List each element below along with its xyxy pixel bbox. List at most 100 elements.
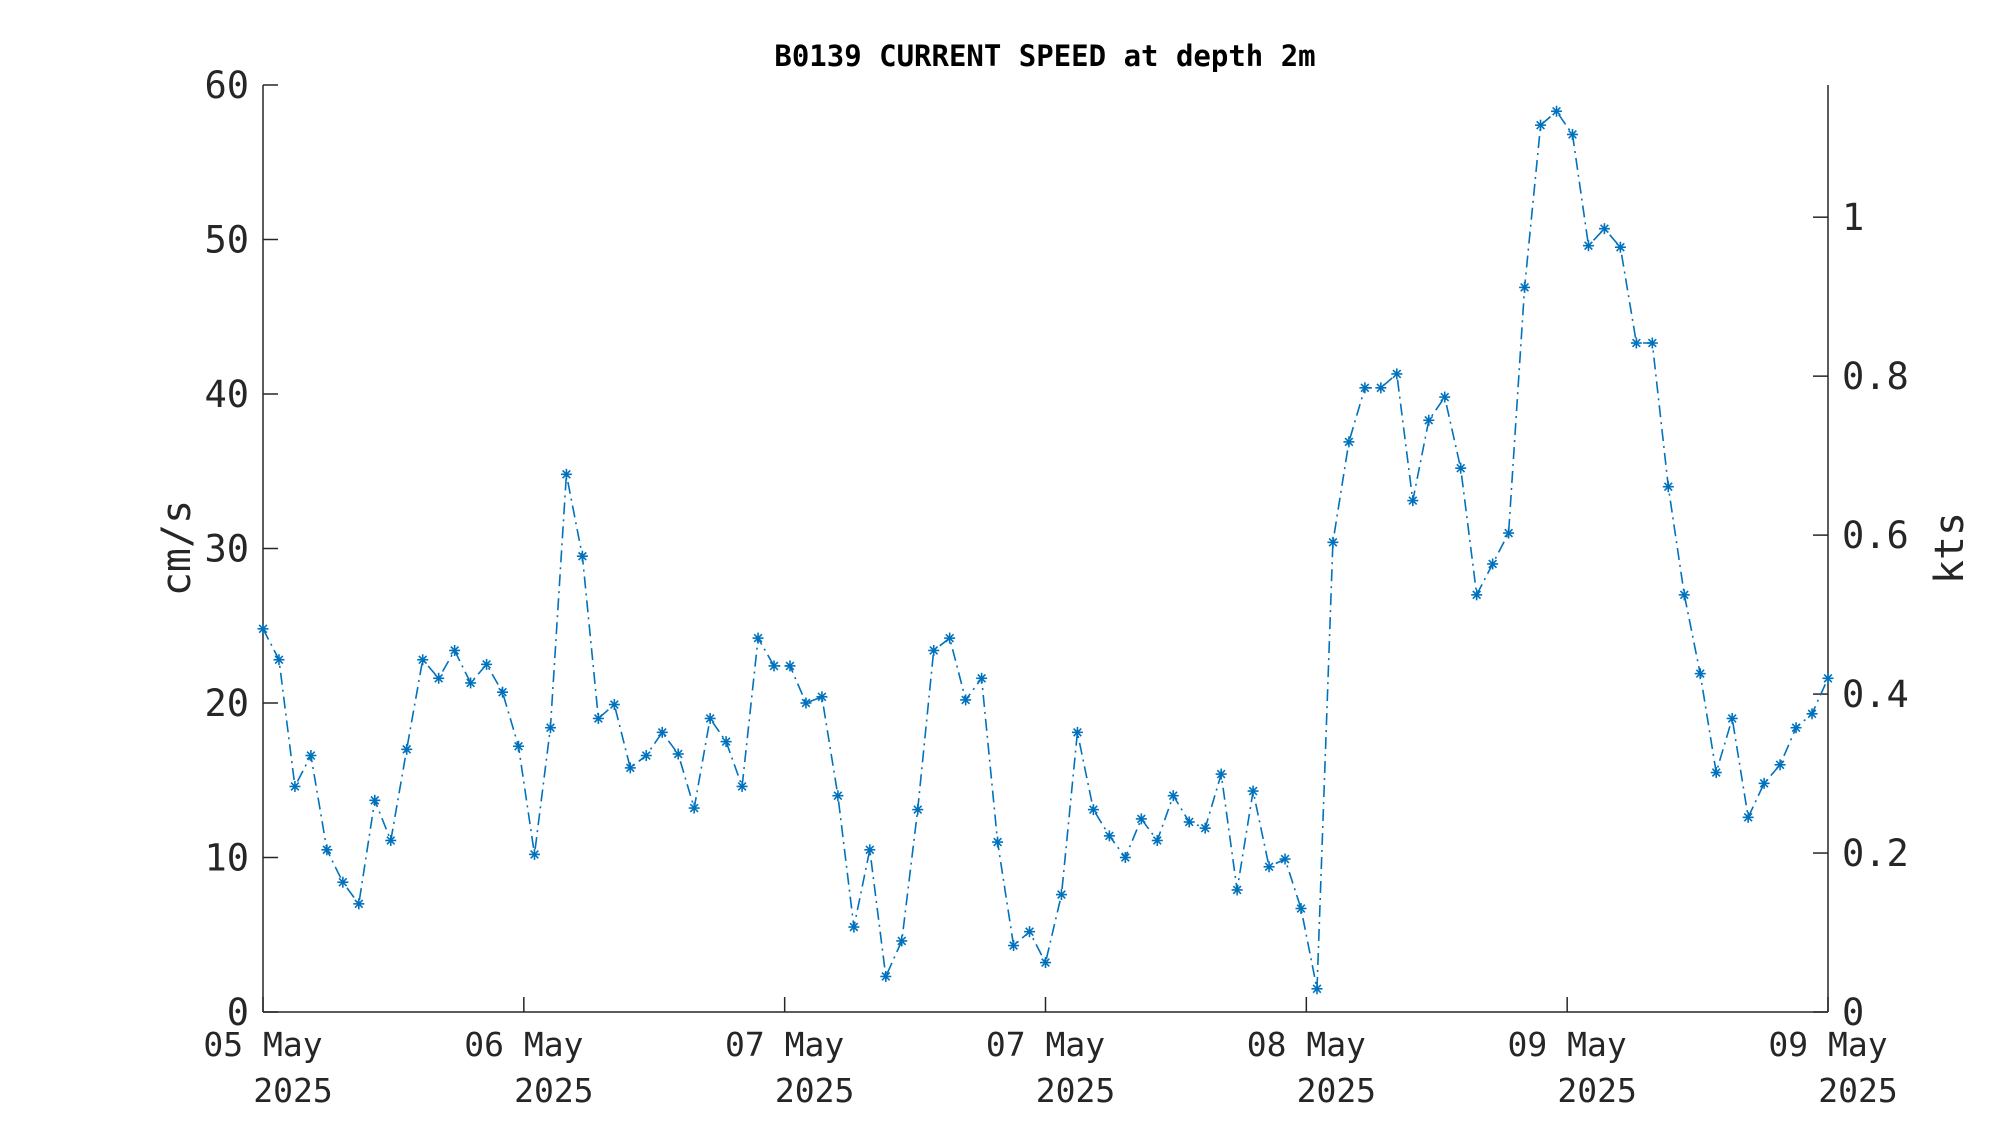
data-point bbox=[544, 722, 556, 734]
data-point bbox=[640, 750, 652, 762]
x-tick-day-label: 09 May bbox=[1768, 1025, 1887, 1064]
data-point bbox=[912, 804, 924, 816]
data-point bbox=[433, 672, 445, 684]
data-point bbox=[1742, 811, 1754, 823]
right-tick-label: 1 bbox=[1842, 196, 1864, 239]
data-point bbox=[385, 835, 397, 847]
data-point bbox=[1295, 902, 1307, 914]
x-tick-year-label: 2025 bbox=[1297, 1071, 1376, 1110]
right-y-ticks: 0 0.2 0.4 0.6 0.8 1 bbox=[1813, 196, 1909, 1034]
data-point bbox=[1455, 462, 1467, 474]
data-point bbox=[896, 935, 908, 947]
data-point bbox=[1087, 804, 1099, 816]
data-point bbox=[768, 660, 780, 672]
data-point bbox=[560, 468, 572, 480]
data-point bbox=[1519, 281, 1531, 293]
data-point bbox=[289, 780, 301, 792]
data-point bbox=[1726, 712, 1738, 724]
data-point bbox=[608, 699, 620, 711]
data-point bbox=[257, 623, 269, 635]
data-point bbox=[656, 726, 668, 738]
data-point bbox=[1503, 527, 1515, 539]
data-point bbox=[1439, 391, 1451, 403]
data-point bbox=[1279, 853, 1291, 865]
data-point bbox=[976, 672, 988, 684]
data-point bbox=[1758, 777, 1770, 789]
left-tick-label: 60 bbox=[204, 64, 249, 107]
x-tick-year-label: 2025 bbox=[1557, 1071, 1636, 1110]
data-point bbox=[481, 658, 493, 670]
data-point bbox=[1535, 119, 1547, 131]
x-tick-year-label: 2025 bbox=[1036, 1071, 1115, 1110]
data-point bbox=[1551, 105, 1563, 117]
data-point bbox=[1008, 940, 1020, 952]
data-point bbox=[928, 644, 940, 656]
data-point bbox=[1391, 368, 1403, 380]
right-tick-label: 0.6 bbox=[1842, 514, 1909, 557]
data-point bbox=[816, 691, 828, 703]
data-point bbox=[305, 750, 317, 762]
x-tick-day-label: 09 May bbox=[1508, 1025, 1627, 1064]
data-point bbox=[337, 876, 349, 888]
data-point bbox=[1263, 861, 1275, 873]
x-tick-day-label: 06 May bbox=[464, 1025, 583, 1064]
data-point bbox=[672, 748, 684, 760]
x-tick-year-label: 2025 bbox=[253, 1071, 332, 1110]
data-point bbox=[1710, 767, 1722, 779]
data-point bbox=[449, 644, 461, 656]
data-point bbox=[960, 694, 972, 706]
chart-title: B0139 CURRENT SPEED at depth 2m bbox=[774, 39, 1315, 73]
data-point bbox=[401, 743, 413, 755]
data-point bbox=[1630, 337, 1642, 349]
data-point bbox=[1231, 884, 1243, 896]
data-point bbox=[864, 844, 876, 856]
data-point bbox=[1071, 726, 1083, 738]
x-tick-year-label: 2025 bbox=[775, 1071, 854, 1110]
x-tick-day-label: 08 May bbox=[1247, 1025, 1366, 1064]
data-point bbox=[720, 736, 732, 748]
right-tick-label: 0.4 bbox=[1842, 673, 1909, 716]
data-point bbox=[1311, 983, 1323, 995]
x-tick-day-label: 07 May bbox=[986, 1025, 1105, 1064]
x-tick-day-label: 07 May bbox=[725, 1025, 844, 1064]
data-point bbox=[1646, 337, 1658, 349]
data-point bbox=[1183, 816, 1195, 828]
right-y-axis-label: kts bbox=[1927, 512, 1973, 584]
left-tick-label: 30 bbox=[204, 528, 249, 571]
data-point bbox=[1471, 589, 1483, 601]
data-point bbox=[592, 712, 604, 724]
left-tick-label: 20 bbox=[204, 682, 249, 725]
data-point bbox=[1247, 785, 1259, 797]
data-point bbox=[1103, 830, 1115, 842]
data-point bbox=[1487, 558, 1499, 570]
data-point bbox=[1423, 414, 1435, 426]
data-point bbox=[992, 836, 1004, 848]
data-point bbox=[848, 921, 860, 933]
data-point bbox=[800, 697, 812, 709]
x-tick-year-label: 2025 bbox=[514, 1071, 593, 1110]
left-tick-label: 40 bbox=[204, 373, 249, 416]
data-point bbox=[321, 844, 333, 856]
left-tick-label: 10 bbox=[204, 837, 249, 880]
data-point bbox=[1806, 708, 1818, 720]
data-point bbox=[1135, 813, 1147, 825]
data-point bbox=[576, 550, 588, 562]
data-point bbox=[832, 790, 844, 802]
data-point bbox=[1199, 822, 1211, 834]
x-tick-year-label: 2025 bbox=[1818, 1071, 1897, 1110]
data-point bbox=[273, 654, 285, 666]
left-tick-label: 50 bbox=[204, 219, 249, 262]
data-point bbox=[704, 712, 716, 724]
data-point bbox=[736, 780, 748, 792]
right-tick-label: 0.8 bbox=[1842, 355, 1909, 398]
x-tick-day-label: 05 May bbox=[203, 1025, 322, 1064]
data-point bbox=[1375, 382, 1387, 394]
data-point bbox=[1359, 382, 1371, 394]
data-point bbox=[1662, 481, 1674, 493]
left-tick-label: 0 bbox=[227, 991, 249, 1034]
data-point bbox=[528, 848, 540, 860]
data-point bbox=[1598, 223, 1610, 235]
data-point bbox=[752, 632, 764, 644]
